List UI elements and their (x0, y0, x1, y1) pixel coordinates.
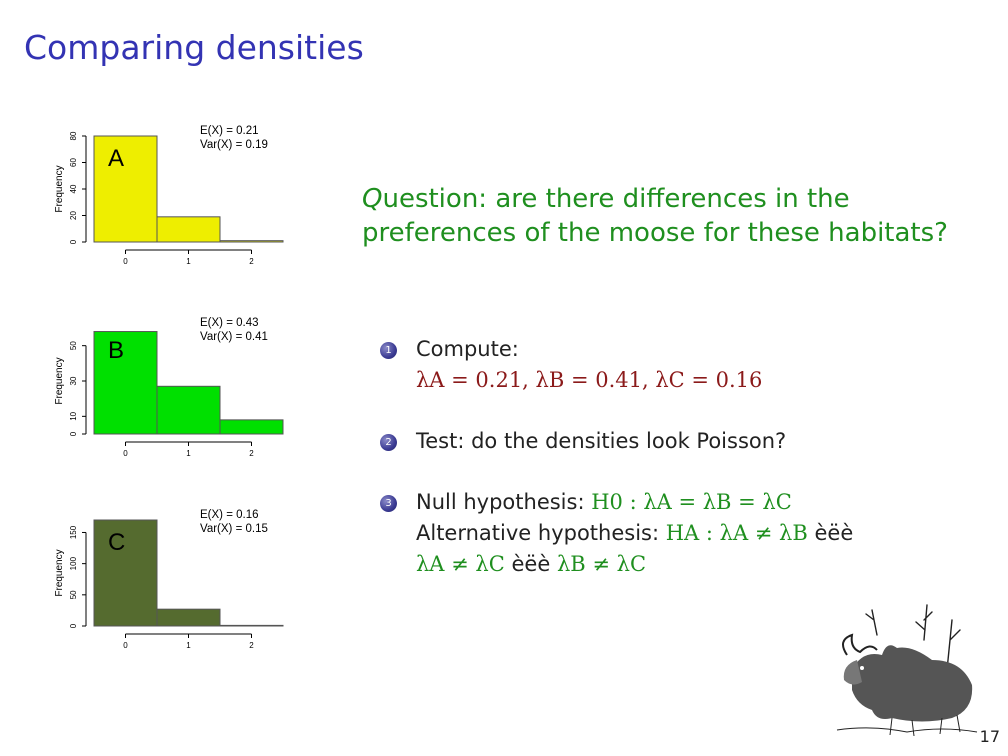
x-tick-label: 0 (123, 257, 128, 266)
expectation-label: E(X) = 0.16 (200, 509, 259, 521)
bullet-3: 3 (380, 495, 397, 512)
y-tick-label: 60 (69, 158, 78, 167)
y-tick-label: 50 (69, 590, 78, 599)
bullet-1: 1 (380, 342, 397, 359)
list-item-3: 3 Null hypothesis: H0 : λA = λB = λC Alt… (380, 487, 853, 580)
x-tick-label: 2 (249, 641, 254, 650)
alt-hypothesis-math-3: λB ≠ λC (556, 552, 647, 576)
item-1-math: λA = 0.21, λB = 0.41, λC = 0.16 (416, 368, 763, 392)
histogram-bar (93, 331, 158, 435)
variance-label: Var(X) = 0.41 (200, 331, 268, 343)
y-tick-label: 0 (69, 239, 78, 244)
item-1-label: Compute: (416, 337, 519, 361)
histogram-bar (156, 216, 221, 243)
histogram-a: Frequency 0 20 40 60 80 0 1 2 A E(X) = 0.21 Var(X) … (50, 120, 300, 280)
alt-hypothesis-math-1: HA : λA ≠ λB (665, 521, 808, 545)
histogram-bar (156, 608, 221, 627)
question-first-letter: Q (362, 184, 383, 214)
histogram-bar (156, 385, 221, 435)
y-tick-label: 40 (69, 184, 78, 193)
y-axis-label: Frequency (54, 165, 65, 212)
histogram-bar (219, 419, 284, 435)
x-tick-label: 1 (186, 641, 191, 650)
histogram-bar (219, 624, 284, 627)
null-hypothesis-math: H0 : λA = λB = λC (591, 490, 792, 514)
panel-letter: A (108, 145, 124, 172)
histogram-b: Frequency 0 10 30 50 0 1 2 B E(X) = 0.43 Var(X) = … (50, 312, 300, 472)
question-line1: uestion: are there differences in the (382, 184, 850, 214)
connector-1: èëè (814, 521, 854, 545)
histogram-bar (93, 519, 158, 627)
expectation-label: E(X) = 0.21 (200, 125, 259, 137)
x-tick-label: 0 (123, 641, 128, 650)
y-tick-label: 50 (69, 341, 78, 350)
y-tick-label: 0 (69, 431, 78, 436)
x-tick-label: 2 (249, 449, 254, 458)
variance-label: Var(X) = 0.19 (200, 139, 268, 151)
alt-hypothesis-label: Alternative hypothesis: (416, 521, 666, 545)
expectation-label: E(X) = 0.43 (200, 317, 259, 329)
y-tick-label: 10 (69, 411, 78, 420)
y-tick-label: 80 (69, 131, 78, 140)
x-tick-label: 1 (186, 449, 191, 458)
slide-title: Comparing densities (24, 28, 364, 67)
alt-hypothesis-math-2: λA ≠ λC (416, 552, 505, 576)
y-tick-label: 20 (69, 211, 78, 220)
y-tick-label: 0 (69, 623, 78, 628)
y-tick-label: 150 (69, 525, 78, 539)
y-axis-label: Frequency (54, 357, 65, 404)
y-tick-label: 100 (69, 556, 78, 570)
histogram-bar (93, 135, 158, 243)
null-hypothesis-label: Null hypothesis: (416, 490, 592, 514)
list-item-1: 1 Compute: λA = 0.21, λB = 0.41, λC = 0.… (380, 334, 762, 396)
histogram-bar (219, 240, 284, 243)
page-number: 17 (979, 727, 1000, 746)
y-tick-label: 30 (69, 376, 78, 385)
item-2-label: Test: do the densities look Poisson? (416, 429, 787, 453)
y-axis-label: Frequency (54, 549, 65, 596)
question-line2: preferences of the moose for these habit… (362, 218, 948, 248)
histogram-c: Frequency 0 50 100 150 0 1 2 C E(X) = 0.16 Var(X) … (50, 504, 300, 664)
x-tick-label: 0 (123, 449, 128, 458)
connector-2: èëè (511, 552, 551, 576)
panel-letter: C (108, 529, 125, 556)
question-text: Question: are there differences in the p… (362, 182, 948, 250)
moose-illustration-icon (836, 604, 978, 737)
panel-letter: B (108, 337, 124, 364)
list-item-2: 2 Test: do the densities look Poisson? (380, 426, 786, 457)
x-tick-label: 1 (186, 257, 191, 266)
bullet-2: 2 (380, 434, 397, 451)
x-tick-label: 2 (249, 257, 254, 266)
variance-label: Var(X) = 0.15 (200, 523, 268, 535)
